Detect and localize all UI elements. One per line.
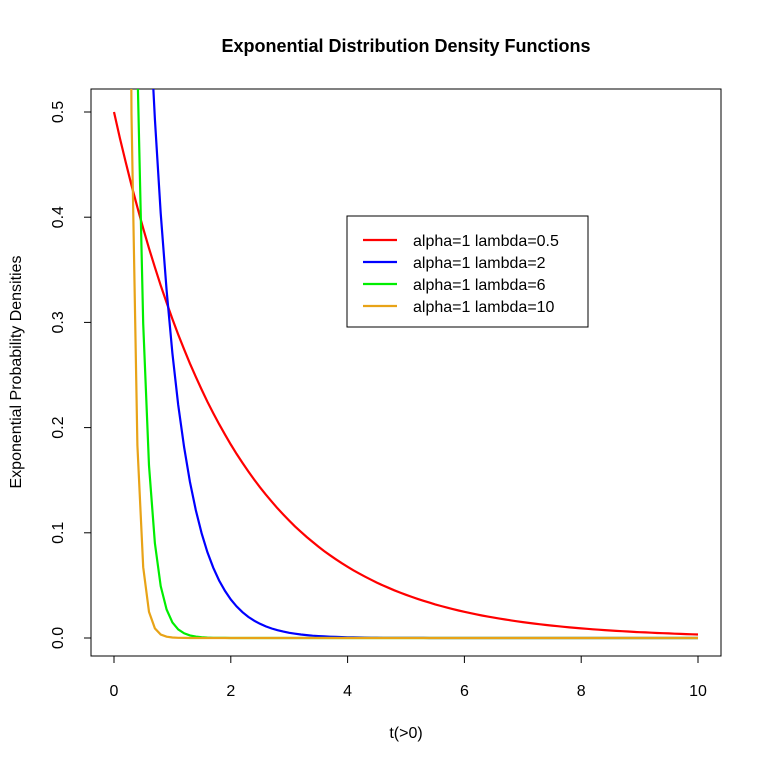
- x-tick-label: 4: [343, 683, 352, 700]
- legend-label: alpha=1 lambda=0.5: [413, 233, 559, 250]
- legend-label: alpha=1 lambda=6: [413, 277, 546, 294]
- legend-label: alpha=1 lambda=2: [413, 255, 546, 272]
- y-tick-label: 0.3: [50, 311, 67, 333]
- x-tick-label: 8: [577, 683, 586, 700]
- x-tick-label: 10: [689, 683, 707, 700]
- legend-box: [346, 215, 589, 328]
- x-tick-label: 6: [460, 683, 469, 700]
- x-axis: 0 2 4 6 8 10: [110, 655, 707, 700]
- x-tick-label: 2: [226, 683, 235, 700]
- y-tick-label: 0.0: [50, 627, 67, 649]
- y-tick-label: 0.4: [50, 206, 67, 228]
- y-axis-label: Exponential Probability Densities: [8, 255, 25, 488]
- legend-label: alpha=1 lambda=10: [413, 299, 555, 316]
- series-line-lambda-10: [130, 89, 698, 640]
- y-tick-label: 0.5: [50, 101, 67, 123]
- plot-frame: [90, 88, 722, 657]
- x-tick-label: 0: [110, 683, 119, 700]
- y-tick-label: 0.1: [50, 522, 67, 544]
- x-axis-label: t(>0): [389, 725, 422, 742]
- y-tick-label: 0.2: [50, 416, 67, 438]
- chart-title: Exponential Distribution Density Functio…: [221, 36, 590, 56]
- series-lines: [112, 89, 699, 640]
- y-axis: 0.0 0.1 0.2 0.3 0.4 0.5: [50, 101, 92, 649]
- legend: alpha=1 lambda=0.5 alpha=1 lambda=2 alpha=…: [346, 215, 589, 328]
- series-line-lambda-0.5: [112, 111, 699, 636]
